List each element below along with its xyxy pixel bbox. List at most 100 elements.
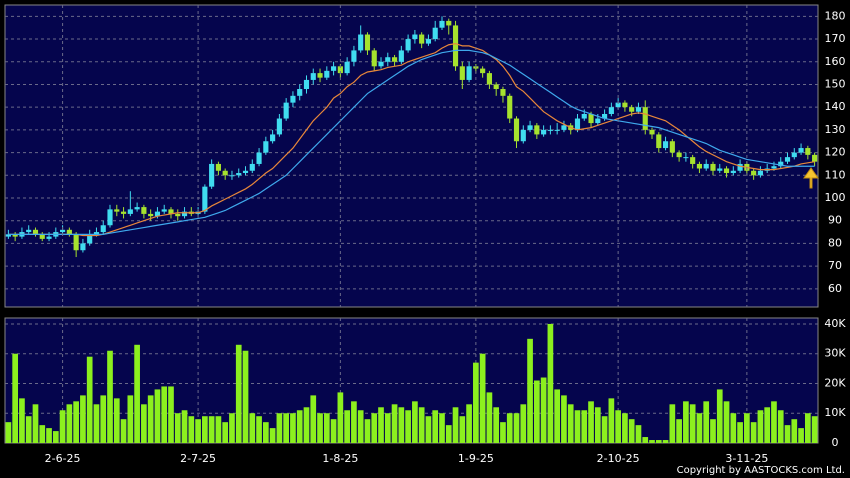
candle-body [703,163,709,169]
candle-body [642,107,648,130]
volume-bar [649,440,655,443]
volume-bar [412,401,418,443]
candle-body [730,170,736,174]
volume-bar [777,410,784,443]
candle-body [378,61,384,67]
candle-body [446,20,452,26]
candle-body [534,125,540,135]
volume-bar [384,413,391,443]
volume-bar [432,410,439,443]
candle-body [337,66,343,74]
y-tick-label: 120 [825,146,846,159]
candle-body [303,79,310,90]
candle-body [635,107,642,112]
candle-body [229,175,235,177]
candle-body [46,236,52,239]
candle-body [39,234,45,239]
candle-body [513,118,520,142]
candle-body [690,157,696,164]
y-tick-label: 130 [825,123,846,136]
candle-body [798,148,804,153]
volume-bar [202,416,208,443]
y-tick-label: 100 [825,191,846,204]
candle-body [602,113,608,119]
candle-body [358,34,364,51]
volume-bar [784,425,791,443]
volume-bar [533,380,540,443]
volume-bar [262,422,269,443]
y-tick-label: 150 [825,77,846,90]
y-tick-label: 30K [824,347,846,360]
candle-body [751,170,757,176]
volume-bar [93,404,100,443]
volume-bar [39,425,46,443]
volume-bar [493,407,500,443]
candle-body [452,25,459,67]
volume-bar [791,419,798,443]
volume-bar [344,410,350,443]
volume-bar [669,404,676,443]
volume-bar [188,416,195,443]
volume-bar [554,389,561,443]
volume-bar [804,413,811,443]
volume-bar [208,416,215,443]
candle-body [270,134,276,142]
candle-body [32,229,39,235]
volume-bar [744,413,750,443]
volume-bar [425,416,432,443]
candle-body [812,154,818,162]
candle-body [547,129,553,131]
volume-bar [723,401,730,443]
candle-body [249,163,255,171]
volume-bar [80,395,86,443]
volume-bar [168,386,174,443]
volume-bar [588,401,594,443]
candle-body [385,57,391,62]
candle-body [676,152,682,158]
volume-bar [547,323,554,443]
marker-arrow [803,167,819,189]
volume-bar [696,413,703,443]
volume-bar [378,407,384,443]
volume-bar [290,413,296,443]
y-tick-label: 10K [824,406,846,419]
volume-bar [73,401,79,443]
y-tick-label: 80 [828,236,842,249]
candle-body [168,209,174,214]
candle-body [317,73,323,78]
candle-body [100,225,106,233]
candle-body [615,102,621,108]
y-tick-label: 170 [825,32,846,45]
volume-bar [371,413,378,443]
volume-bar [452,407,459,443]
candle-body [324,70,330,78]
volume-bar [215,416,222,443]
candle-body [26,229,32,233]
copyright: Copyright by AASTOCKS.com Ltd. [677,465,845,476]
x-tick-label: 2-7-25 [180,452,216,465]
volume-bar [269,428,276,443]
volume-bar [141,404,147,443]
volume-bar [574,410,581,443]
volume-bar [750,422,757,443]
candle-body [120,211,127,214]
candle-body [459,66,465,80]
x-tick-label: 2-6-25 [45,452,81,465]
volume-bar [364,419,371,443]
volume-bar [811,416,818,443]
candle-body [493,84,499,90]
volume-bar [798,428,804,443]
moving-average-line [8,42,815,237]
candle-body [419,34,425,44]
volume-bar [46,428,52,443]
volume-bar [323,413,330,443]
candle-body [737,163,743,171]
candle-body [242,170,249,174]
volume-bar [683,401,689,443]
candle-body [371,50,377,67]
volume-bar [716,389,723,443]
y-tick-label: 110 [825,168,846,181]
volume-bar [445,425,452,443]
candle-body [784,157,791,162]
